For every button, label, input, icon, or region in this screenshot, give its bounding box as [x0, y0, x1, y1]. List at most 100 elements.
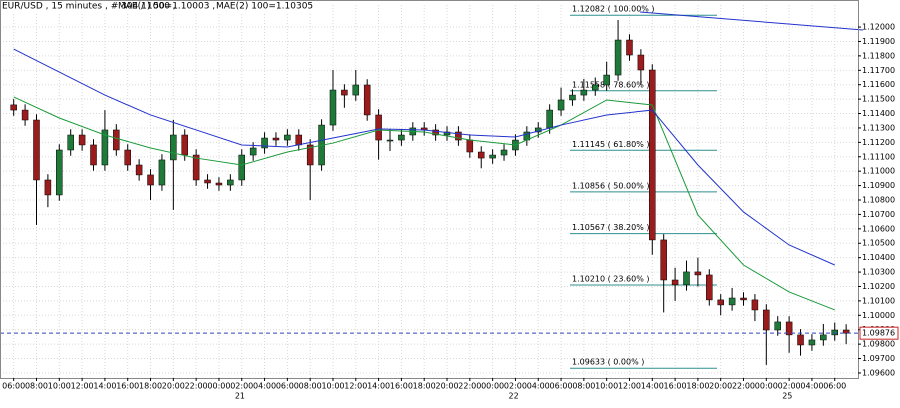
x-tick-label: 20:00: [162, 382, 185, 391]
candle-body: [192, 154, 200, 181]
candle-body: [717, 299, 724, 306]
y-tick-label: 1.12000: [862, 23, 895, 32]
candle-body: [284, 134, 291, 141]
candle-body: [706, 274, 713, 301]
ma-line: [13, 48, 835, 266]
candle-body: [295, 134, 303, 146]
candle-body: [78, 134, 86, 146]
candle-body: [455, 131, 462, 141]
y-tick-label: 1.10500: [862, 239, 895, 248]
y-tick-label: 1.11100: [862, 152, 895, 161]
candle-body: [158, 159, 166, 186]
candle-body: [466, 139, 474, 153]
y-tick-label: 1.11500: [862, 95, 895, 104]
x-tick-label: 02:00: [504, 382, 527, 391]
y-tick-label: 1.11300: [862, 123, 895, 132]
x-tick-label: 18:00: [413, 382, 436, 391]
candle-body: [671, 279, 679, 286]
candle-body: [637, 54, 645, 71]
candle-body: [740, 297, 747, 301]
candle-body: [603, 74, 610, 86]
x-tick-label: 12:00: [344, 382, 367, 391]
candle-body: [820, 334, 827, 341]
legend-entry: MAE(1) 50=1.10003 ,: [118, 2, 215, 12]
candle-body: [808, 339, 816, 346]
x-tick-label: 04:00: [800, 382, 823, 391]
fib-label: 1.10567 ( 38.20% ): [572, 223, 649, 232]
candle-body: [592, 84, 599, 91]
x-tick-label: 06:00: [276, 382, 299, 391]
y-tick-label: 1.11400: [862, 109, 895, 118]
plot: 1.12082 ( 100.00% ) 1.11558 ( 78.60% ) 1.1…: [0, 5, 858, 369]
x-tick-label: 00:00: [207, 382, 230, 391]
x-tick-label: 04:00: [253, 382, 276, 391]
y-tick-label: 1.11000: [862, 167, 895, 176]
candle-body: [375, 114, 382, 141]
candle-body: [21, 109, 29, 121]
candle-body: [352, 84, 360, 96]
candle-body: [124, 149, 131, 166]
x-tick-label: 12:00: [618, 382, 641, 391]
candle-body: [785, 321, 793, 336]
x-tick-label: 08:00: [572, 382, 595, 391]
x-tick-label: 18:00: [686, 382, 709, 391]
fib-label: 1.11145 ( 61.80% ): [572, 140, 649, 149]
candle-body: [728, 297, 736, 306]
candle-body: [842, 329, 850, 334]
x-tick-label: 22:00: [458, 382, 481, 391]
current-price-box: [859, 326, 899, 340]
y-tick-label: 1.11900: [862, 37, 895, 46]
x-tick-label: 22:00: [732, 382, 755, 391]
y-tick-label: 1.09700: [862, 354, 895, 363]
candle-body: [660, 239, 667, 281]
x-tick-label: 10:00: [48, 382, 71, 391]
y-tick-label: 1.10700: [862, 210, 895, 219]
y-tick-label: 1.09600: [862, 368, 895, 377]
candle-body: [546, 109, 553, 129]
date-label: 25: [782, 392, 792, 401]
y-tick-label: 1.11200: [862, 138, 895, 147]
y-tick-label: 1.10300: [862, 268, 895, 277]
candle-body: [557, 99, 565, 111]
x-tick-label: 14:00: [367, 382, 390, 391]
candle-body: [443, 131, 451, 136]
candle-body: [113, 129, 120, 151]
candle-body: [363, 84, 371, 116]
y-tick-label: 1.11700: [862, 66, 895, 75]
y-tick-label: 1.10200: [862, 282, 895, 291]
fib-label: 1.11558 ( 78.60% ): [572, 80, 649, 89]
candle-body: [649, 69, 656, 241]
candle-body: [249, 147, 257, 156]
x-tick-label: 00:00: [481, 382, 504, 391]
axes: 1.096001.097001.098001.099001.100001.101…: [2, 23, 899, 401]
fib-label: 1.12082 ( 100.00% ): [572, 5, 655, 14]
fib-label: 1.09633 ( 0.00% ): [572, 358, 644, 367]
ma-line: [13, 96, 835, 311]
candle-body: [306, 144, 314, 166]
candle-body: [489, 154, 496, 159]
chart-title: EUR/USD , 15 minutes , # 304 / 1000 ,: [2, 2, 176, 12]
candle-body: [831, 329, 838, 336]
candle-body: [477, 151, 485, 159]
x-tick-label: 16:00: [664, 382, 687, 391]
candle-body: [386, 139, 394, 142]
candle-body: [683, 271, 690, 286]
y-tick-label: 1.11800: [862, 51, 895, 60]
candle-body: [56, 149, 63, 196]
candle-body: [33, 119, 40, 181]
legend-entry: MAE(2) 100=1.10305: [216, 2, 313, 12]
candle-body: [569, 94, 576, 101]
candle-body: [147, 174, 154, 186]
trend-line: [639, 11, 864, 31]
candle-body: [626, 39, 633, 56]
candle-body: [774, 321, 781, 331]
candle-body: [204, 179, 211, 184]
x-tick-label: 06:00: [823, 382, 846, 391]
y-tick-label: 1.10800: [862, 196, 895, 205]
x-tick-label: 14:00: [641, 382, 664, 391]
candle-body: [90, 144, 97, 166]
current-price-label: 1.09876: [862, 329, 895, 338]
candle-body: [500, 149, 508, 156]
